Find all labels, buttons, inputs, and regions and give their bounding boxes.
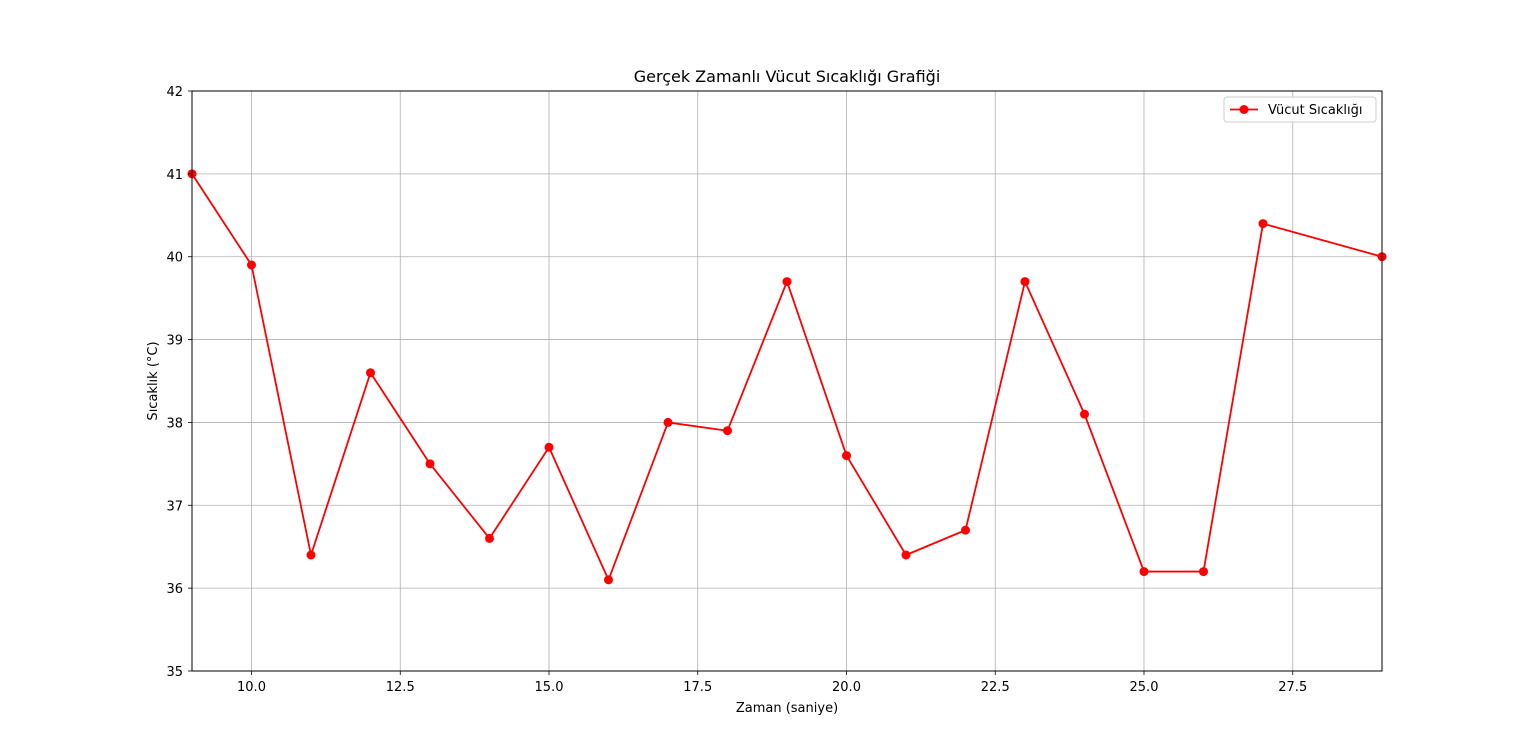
y-tick-label: 38 [166, 416, 183, 431]
data-point [544, 442, 554, 452]
x-axis-ticks: 10.0 12.5 15.0 17.5 20.0 22.5 25.0 27.5 [237, 671, 1307, 695]
y-axis-label: Sıcaklık (°C) [146, 341, 161, 420]
y-axis-ticks: 35 36 37 38 39 40 41 42 [166, 85, 192, 680]
data-point [366, 368, 375, 378]
y-tick-label: 37 [166, 499, 183, 514]
data-point [306, 550, 316, 560]
x-tick-label: 20.0 [832, 680, 861, 695]
data-point [604, 575, 613, 585]
x-tick-label: 15.0 [535, 680, 564, 695]
data-point [663, 417, 673, 427]
plot-frame [191, 90, 1383, 672]
data-point [1258, 219, 1268, 229]
data-point [961, 525, 970, 535]
data-point [782, 277, 792, 287]
data-point [1139, 567, 1149, 577]
chart-title: Gerçek Zamanlı Vücut Sıcaklığı Grafiği [634, 67, 941, 86]
x-tick-label: 25.0 [1130, 680, 1159, 695]
data-point [485, 533, 494, 543]
y-tick-label: 40 [166, 251, 183, 266]
data-point [723, 426, 732, 436]
legend-label: Vücut Sıcaklığı [1268, 103, 1362, 118]
y-tick-label: 42 [166, 85, 183, 100]
x-axis-label: Zaman (saniye) [736, 701, 838, 716]
data-point [247, 260, 256, 270]
data-point [425, 459, 435, 469]
x-tick-label: 17.5 [683, 680, 712, 695]
data-point [1020, 277, 1030, 287]
x-tick-label: 12.5 [386, 680, 415, 695]
legend-box [1223, 96, 1377, 123]
data-series [187, 169, 1387, 585]
legend: Vücut Sıcaklığı [1223, 96, 1377, 123]
y-tick-label: 41 [166, 168, 183, 183]
y-tick-label: 39 [166, 334, 183, 349]
y-tick-label: 35 [166, 665, 183, 680]
data-point [1199, 567, 1208, 577]
data-point [1080, 409, 1089, 419]
x-tick-label: 22.5 [981, 680, 1010, 695]
legend-marker-swatch [1239, 105, 1249, 114]
data-point [901, 550, 911, 560]
x-tick-label: 27.5 [1278, 680, 1307, 695]
series-line [191, 173, 1383, 581]
x-tick-label: 10.0 [237, 680, 266, 695]
data-point [842, 451, 851, 461]
y-tick-label: 36 [166, 582, 183, 597]
